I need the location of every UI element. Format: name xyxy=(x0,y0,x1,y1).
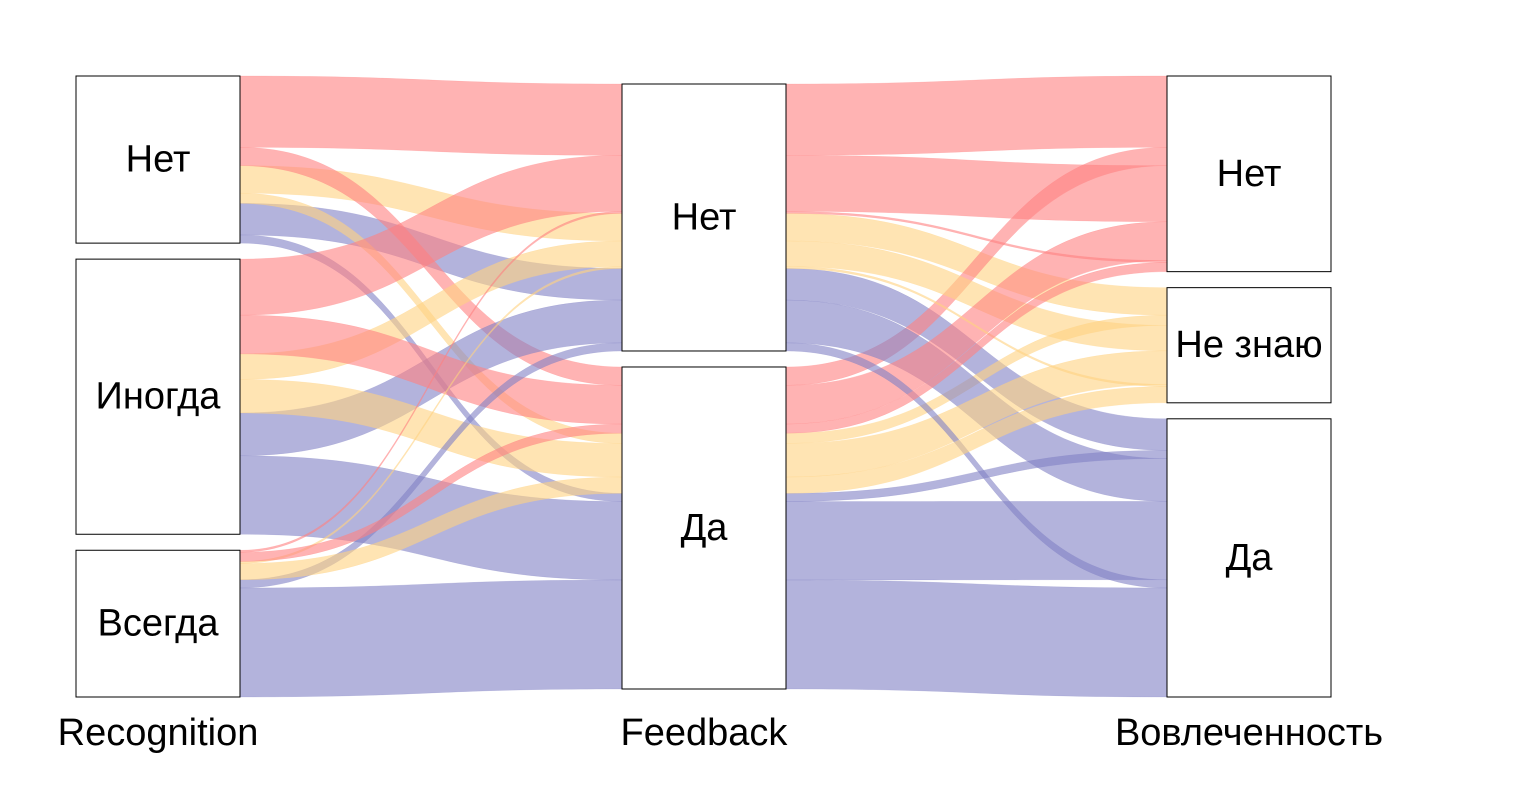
flows-feedback-engagement xyxy=(785,75,1168,698)
axis-label-0: Recognition xyxy=(58,712,259,754)
stratum-box-0-1 xyxy=(75,258,241,535)
flows-recognition-feedback xyxy=(239,75,623,698)
stratum-box-1-0 xyxy=(621,83,787,352)
flow-recognition-feedback-0 xyxy=(239,75,623,156)
stratum-box-2-1 xyxy=(1166,287,1332,404)
axis-label-1: Feedback xyxy=(621,712,789,754)
stratum-label-2-1: Не знаю xyxy=(1175,324,1322,366)
stratum-box-0-2 xyxy=(75,549,241,698)
flow-feedback-engagement-17 xyxy=(785,579,1168,698)
flow-feedback-engagement-11 xyxy=(785,501,1168,581)
stratum-label-0-0: Нет xyxy=(126,139,191,181)
axis-label-2: Вовлеченность xyxy=(1115,712,1383,754)
stratum-box-1-1 xyxy=(621,366,787,690)
stratum-boxes: Нет Иногда Всегда Нет Да Нет Не знаю Да xyxy=(75,75,1332,698)
stratum-label-2-2: Да xyxy=(1226,537,1274,579)
stratum-label-1-1: Да xyxy=(681,507,729,549)
stratum-label-1-0: Нет xyxy=(672,196,737,238)
stratum-box-0-0 xyxy=(75,75,241,244)
flow-recognition-feedback-17 xyxy=(239,579,623,698)
stratum-label-0-1: Иногда xyxy=(96,376,222,418)
stratum-label-2-0: Нет xyxy=(1217,153,1282,195)
stratum-box-2-2 xyxy=(1166,418,1332,698)
axis-labels: Recognition Feedback Вовлеченность xyxy=(58,712,1383,754)
flow-feedback-engagement-0 xyxy=(785,75,1168,156)
stratum-label-0-2: Всегда xyxy=(98,603,220,645)
flow-feedback-engagement-6 xyxy=(785,155,1168,222)
stratum-box-2-0 xyxy=(1166,75,1332,273)
